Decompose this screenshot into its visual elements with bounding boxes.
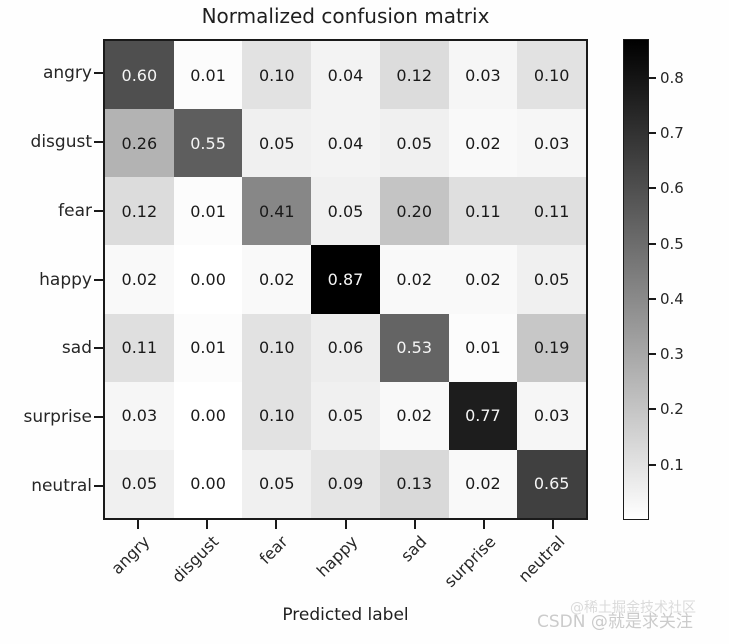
y-tick-label: fear [58,200,92,221]
heatmap-cell: 0.03 [517,381,586,450]
heatmap-cell: 0.01 [173,177,243,246]
y-tick-label: happy [39,269,92,290]
colorbar-tick-label: 0.2 [660,400,684,419]
y-tick-mark [94,72,103,75]
heatmap-cell: 0.77 [448,381,518,450]
heatmap-cell: 0.09 [311,449,380,518]
heatmap-cell: 0.13 [379,449,449,518]
heatmap-cell: 0.10 [242,41,312,110]
heatmap-cell: 0.02 [379,381,449,450]
heatmap-cell: 0.01 [173,313,243,382]
heatmap-cell: 0.04 [311,109,380,178]
heatmap-cell: 0.01 [448,313,518,382]
heatmap-cell: 0.02 [242,245,312,314]
heatmap-cell: 0.12 [379,41,449,110]
x-tick-mark [275,520,278,529]
x-tick-mark [483,520,486,529]
x-axis-label: Predicted label [282,605,409,625]
heatmap-cell: 0.05 [311,381,380,450]
colorbar-tick-mark [649,76,656,79]
heatmap-cell: 0.05 [242,109,312,178]
heatmap-cell: 0.05 [379,109,449,178]
colorbar-tick-mark [649,353,656,356]
heatmap-cell: 0.12 [105,177,174,246]
colorbar-tick-mark [649,187,656,190]
y-tick-label: angry [42,63,92,84]
y-tick-mark [94,415,103,418]
heatmap-cell: 0.02 [379,245,449,314]
y-tick-mark [94,209,103,212]
heatmap-cell: 0.03 [448,41,518,110]
heatmap-cell: 0.60 [105,41,174,110]
heatmap-cell: 0.04 [311,41,380,110]
heatmap-cell: 0.03 [105,381,174,450]
heatmap-cell: 0.11 [105,313,174,382]
colorbar-gradient [623,39,649,520]
y-tick-mark [94,278,103,281]
y-tick-label: surprise [23,406,92,427]
heatmap-cell: 0.05 [517,245,586,314]
colorbar-tick-mark [649,131,656,134]
colorbar-tick-label: 0.7 [660,123,684,142]
heatmap-cell: 0.00 [173,381,243,450]
y-tick-mark [94,347,103,350]
heatmap-cell: 0.11 [448,177,518,246]
colorbar-tick-label: 0.4 [660,289,684,308]
y-tick-mark [94,484,103,487]
heatmap-cell: 0.05 [242,449,312,518]
watermark-juejin: @稀土掘金技术社区 [570,600,696,616]
x-tick-mark [344,520,347,529]
chart-title: Normalized confusion matrix [201,4,490,28]
colorbar-tick-label: 0.1 [660,455,684,474]
colorbar-tick-label: 0.6 [660,179,684,198]
colorbar-tick-label: 0.3 [660,345,684,364]
heatmap-plot: 0.60 0.01 0.10 0.04 0.12 0.03 0.10 0.26 0.55 0.05… [103,39,588,520]
heatmap-cell: 0.55 [173,109,243,178]
heatmap-cell: 0.01 [173,41,243,110]
colorbar-tick-label: 0.5 [660,234,684,253]
x-tick-mark [552,520,555,529]
heatmap-cell: 0.10 [242,313,312,382]
colorbar-tick-mark [649,463,656,466]
colorbar-tick-label: 0.8 [660,68,684,87]
y-tick-label: sad [61,338,92,359]
heatmap-cell: 0.00 [173,449,243,518]
heatmap-cell: 0.53 [379,313,449,382]
colorbar-tick-mark [649,242,656,245]
heatmap-cell: 0.02 [448,449,518,518]
y-tick-label: disgust [30,132,92,153]
heatmap-cell: 0.02 [105,245,174,314]
colorbar-tick-mark [649,408,656,411]
heatmap-cell: 0.06 [311,313,380,382]
heatmap-cell: 0.19 [517,313,586,382]
colorbar-tick-mark [649,297,656,300]
y-tick-mark [94,141,103,144]
heatmap-cell: 0.10 [242,381,312,450]
heatmap-cell: 0.41 [242,177,312,246]
heatmap-cell: 0.65 [517,449,586,518]
y-tick-label: neutral [31,475,92,496]
heatmap-cell: 0.10 [517,41,586,110]
heatmap-cell: 0.26 [105,109,174,178]
heatmap-cell: 0.02 [448,109,518,178]
heatmap-cell: 0.05 [311,177,380,246]
heatmap-cell: 0.02 [448,245,518,314]
x-tick-mark [136,520,139,529]
x-tick-mark [205,520,208,529]
heatmap-cell: 0.03 [517,109,586,178]
heatmap-cell: 0.05 [105,449,174,518]
heatmap-cell: 0.20 [379,177,449,246]
heatmap-cell: 0.11 [517,177,586,246]
heatmap-cell: 0.00 [173,245,243,314]
watermark-csdn: CSDN @就是求关注 [537,612,693,632]
x-tick-mark [413,520,416,529]
heatmap-cell: 0.87 [311,245,380,314]
